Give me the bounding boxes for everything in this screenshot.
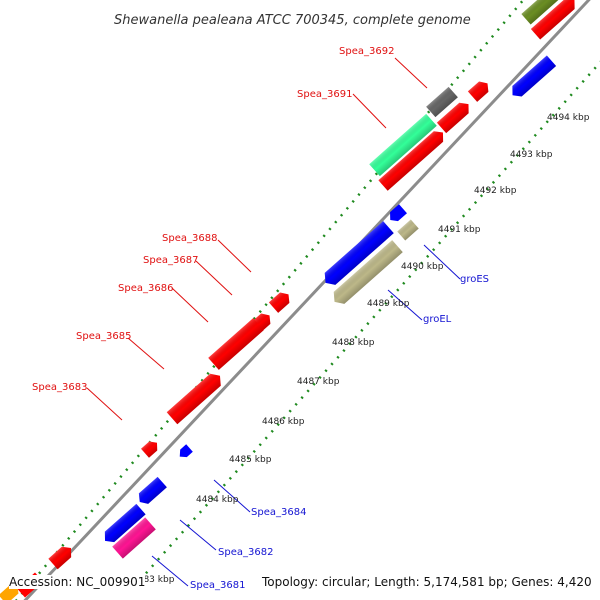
label-spea-3686: Spea_3686 <box>118 283 173 294</box>
tick-label-4488: 4488 kbp <box>332 338 375 348</box>
accession-label: Accession: NC_009901 <box>9 575 146 589</box>
gene-spea-3688 <box>268 292 290 313</box>
red-leader-lines <box>86 57 428 421</box>
map-title: Shewanella pealeana ATCC 700345, complet… <box>114 13 471 28</box>
label-spea-3681: Spea_3681 <box>190 580 245 591</box>
gene-spea-3684 <box>138 476 167 504</box>
gene-spea-3692 <box>426 86 458 118</box>
label-spea-3685: Spea_3685 <box>76 331 131 342</box>
label-spea-3688: Spea_3688 <box>162 233 217 244</box>
gene-orange-corner <box>0 584 19 600</box>
label-spea-3691: Spea_3691 <box>297 89 352 100</box>
gene-spea-3683 <box>141 441 158 458</box>
gene-spea-3685 <box>166 373 221 425</box>
tick-label-4486: 4486 kbp <box>262 417 305 427</box>
gene-blue-large <box>324 221 394 285</box>
label-spea-3684: Spea_3684 <box>251 507 306 518</box>
tick-label-4484: 4484 kbp <box>196 495 239 505</box>
gene-spea-3682 <box>104 503 146 543</box>
gene-groES-blue <box>390 204 407 222</box>
gene-spea-3681 <box>112 517 156 559</box>
tick-label-4492: 4492 kbp <box>474 186 517 196</box>
blue-leader-lines <box>151 244 461 587</box>
label-groEL: groEL <box>423 314 452 325</box>
gene-groES <box>397 219 419 241</box>
gene-red-small-a <box>467 81 489 102</box>
gene-blue-top-right <box>512 55 557 97</box>
label-spea-3692: Spea_3692 <box>339 46 394 57</box>
gene-spea-3691-red <box>378 131 444 191</box>
label-spea-3683: Spea_3683 <box>32 382 87 393</box>
tick-label-4493: 4493 kbp <box>510 150 553 160</box>
gene-spea-3691-teal <box>369 113 437 177</box>
gene-blue-tiny <box>179 444 193 458</box>
tick-label-4487: 4487 kbp <box>297 377 340 387</box>
gene-spea-3686 <box>208 318 264 370</box>
gene-red-small-b <box>436 102 469 134</box>
label-spea-3682: Spea_3682 <box>218 547 273 558</box>
genome-summary: Topology: circular; Length: 5,174,581 bp… <box>262 575 592 589</box>
gene-olive-top <box>521 0 561 25</box>
tick-label-4491: 4491 kbp <box>438 225 481 235</box>
tick-label-4483: 4483 kbp <box>132 575 175 585</box>
inner-tick-track <box>139 60 600 581</box>
label-spea-3687: Spea_3687 <box>143 255 198 266</box>
tick-label-4494: 4494 kbp <box>547 113 590 123</box>
gene-red-bottom-left <box>48 546 72 570</box>
genome-backbone <box>23 0 591 600</box>
tick-label-4485: 4485 kbp <box>229 455 272 465</box>
gene-groEL <box>333 240 403 304</box>
gene-red-top <box>530 0 575 40</box>
tick-label-4489: 4489 kbp <box>367 299 410 309</box>
label-groES: groES <box>460 274 489 285</box>
tick-label-4490: 4490 kbp <box>401 262 444 272</box>
